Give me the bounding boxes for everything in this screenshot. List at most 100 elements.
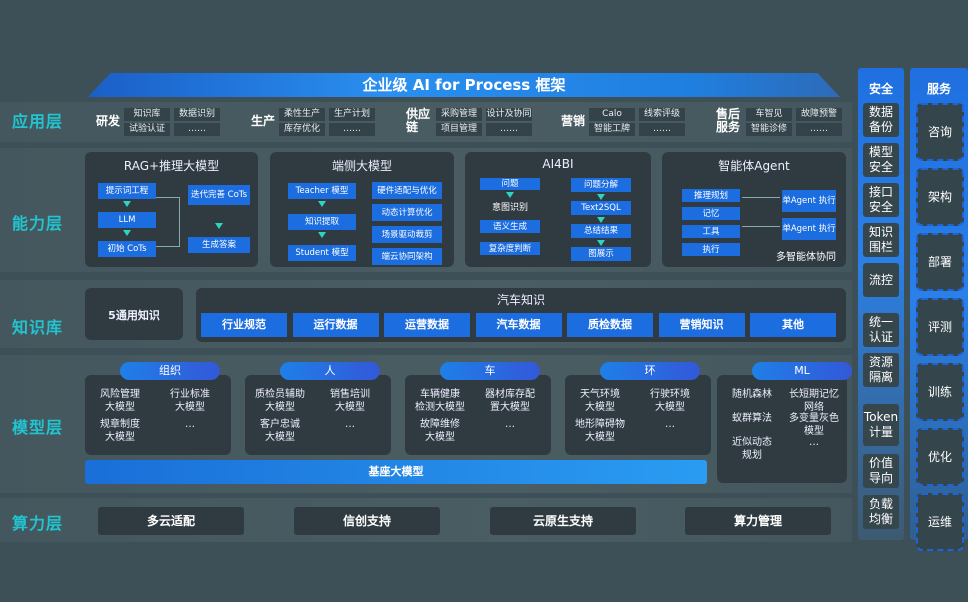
agent-step[interactable]: 单Agent 执行 [782,190,836,212]
app-item[interactable]: 采购管理 [436,108,482,121]
app-item[interactable]: 试验认证 [124,123,170,136]
model-item[interactable]: 车辆健康 检测大模型 [415,389,465,413]
edge-step[interactable]: 硬件适配与优化 [372,182,442,199]
app-item[interactable]: 生产计划 [329,108,375,121]
model-item[interactable]: 行业标准 大模型 [170,389,210,413]
agent-step[interactable]: 单Agent 执行 [782,218,836,240]
model-item[interactable]: 规章制度 大模型 [100,419,140,443]
app-item[interactable]: 柔性生产 [279,108,325,121]
app-item[interactable]: 智能诊修 [746,123,792,136]
knowledge-item[interactable]: 运行数据 [292,313,379,337]
app-item[interactable]: …… [174,123,220,136]
knowledge-item[interactable]: 营销知识 [658,313,745,337]
security-item[interactable]: 统一 认证 [863,313,899,347]
model-item[interactable]: 多变量灰色 模型 [789,413,839,437]
app-item[interactable]: Calo [589,108,635,121]
model-item[interactable]: 行驶环境 大模型 [650,389,690,413]
security-item[interactable]: 流控 [863,263,899,297]
agent-step[interactable]: 记忆 [682,207,740,220]
edge-step[interactable]: Teacher 模型 [288,183,356,199]
app-item[interactable]: 数据识别 [174,108,220,121]
security-item[interactable]: 模型 安全 [863,143,899,177]
model-item[interactable]: 故障维修 大模型 [420,419,460,443]
rag-step[interactable]: 迭代完善 CoTs [188,185,250,205]
edge-step[interactable]: 知识提取 [288,214,356,230]
rag-step[interactable]: 初始 CoTs [98,241,156,257]
model-item[interactable]: … [665,419,675,430]
compute-item[interactable]: 算力管理 [685,507,831,535]
model-item[interactable]: 蚁群算法 [732,413,772,424]
knowledge-item[interactable]: 行业规范 [201,313,287,337]
agent-step[interactable]: 执行 [682,243,740,256]
model-item[interactable]: … [809,437,819,448]
app-item[interactable]: …… [486,123,532,136]
model-card [405,375,551,455]
service-item[interactable]: 架构 [916,168,964,226]
model-item[interactable]: 质检员辅助 大模型 [255,389,305,413]
ai4bi-step[interactable]: 问题 [480,178,540,190]
ai4bi-step[interactable]: 语义生成 [480,220,540,233]
app-item[interactable]: …… [329,123,375,136]
model-item[interactable]: 天气环境 大模型 [580,389,620,413]
app-item[interactable]: 线索评级 [639,108,685,121]
knowledge-item[interactable]: 运营数据 [384,313,470,337]
ai4bi-step[interactable]: 复杂度判断 [480,242,540,255]
model-item[interactable]: 风险管理 大模型 [100,389,140,413]
model-item[interactable]: 器材库存配 置大模型 [485,389,535,413]
knowledge-item[interactable]: 其他 [750,313,836,337]
agent-step[interactable]: 工具 [682,225,740,238]
app-item[interactable]: 设计及协同 [486,108,532,121]
service-item[interactable]: 训练 [916,363,964,421]
app-item[interactable]: …… [639,123,685,136]
model-item[interactable]: 随机森林 [732,389,772,400]
app-item[interactable]: 智能工牌 [589,123,635,136]
rag-step[interactable]: LLM [98,212,156,228]
knowledge-item[interactable]: 质检数据 [567,313,653,337]
compute-item[interactable]: 多云适配 [98,507,244,535]
app-item[interactable]: …… [796,123,842,136]
ai4bi-step[interactable]: 问题分解 [571,178,631,192]
ai4bi-step[interactable]: 总结结果 [571,224,631,238]
layer-label-compute: 算力层 [12,514,64,533]
edge-step[interactable]: 端云协同架构 [372,248,442,265]
model-item[interactable]: 近似动态 规划 [732,437,772,461]
arrow-down-icon [123,230,131,236]
model-item[interactable]: 地形障碍物 大模型 [575,419,625,443]
knowledge-item[interactable]: 汽车数据 [475,313,562,337]
agent-step[interactable]: 推理规划 [682,189,740,202]
app-item[interactable]: 故障预警 [796,108,842,121]
security-item[interactable]: Token 计量 [863,404,899,446]
security-item[interactable]: 知识 围栏 [863,223,899,257]
security-item[interactable]: 接口 安全 [863,183,899,217]
app-item[interactable]: 项目管理 [436,123,482,136]
compute-item[interactable]: 信创支持 [294,507,440,535]
rag-step[interactable]: 生成答案 [188,237,250,253]
app-item[interactable]: 知识库 [124,108,170,121]
app-item[interactable]: 库存优化 [279,123,325,136]
security-item[interactable]: 资源 隔离 [863,353,899,387]
service-item[interactable]: 部署 [916,233,964,291]
model-item[interactable]: … [185,419,195,430]
rag-step[interactable]: 提示词工程 [98,183,156,199]
security-item[interactable]: 数据 备份 [863,103,899,137]
security-item[interactable]: 价值 导向 [863,454,899,488]
service-item[interactable]: 评测 [916,298,964,356]
model-item[interactable]: 长短期记忆 网络 [789,389,839,413]
model-item[interactable]: … [345,419,355,430]
app-item[interactable]: 车智见 [746,108,792,121]
edge-step[interactable]: 场景驱动裁剪 [372,226,442,243]
edge-step[interactable]: Student 模型 [288,245,356,261]
service-item[interactable]: 咨询 [916,103,964,161]
service-item[interactable]: 运维 [916,493,964,551]
compute-item[interactable]: 云原生支持 [490,507,636,535]
model-item[interactable]: 销售培训 大模型 [330,389,370,413]
model-category-tag: ML [752,362,852,380]
model-item[interactable]: … [505,419,515,430]
ai4bi-step[interactable]: Text2SQL [571,201,631,215]
ai4bi-step[interactable]: 图展示 [571,247,631,261]
service-item[interactable]: 优化 [916,428,964,486]
security-item[interactable]: 负载 均衡 [863,495,899,529]
model-item[interactable]: 客户忠诚 大模型 [260,419,300,443]
edge-step[interactable]: 动态计算优化 [372,204,442,221]
agent-footer: 多智能体协同 [776,252,836,263]
